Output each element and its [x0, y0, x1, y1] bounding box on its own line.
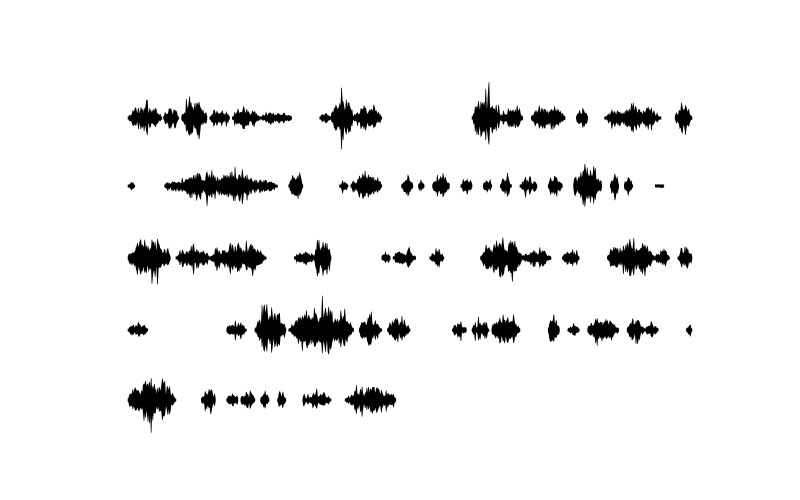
waveform-segment: [471, 316, 490, 341]
waveform-row-4: [127, 295, 693, 355]
waveform-segment: [201, 389, 216, 415]
waveform-segment: [499, 172, 512, 198]
waveform-segment: [519, 176, 538, 198]
waveform-row-2: [127, 163, 665, 207]
waveform-segment: [491, 314, 521, 344]
waveform-segment: [305, 388, 332, 410]
waveform-row-1: [127, 82, 693, 150]
waveform-segment: [358, 311, 383, 347]
waveform-row-5: [127, 377, 397, 433]
waveform-segment: [254, 304, 287, 353]
waveform-segment: [452, 321, 467, 342]
waveform-segment: [587, 318, 619, 346]
waveform-segment: [288, 295, 354, 355]
waveform-segment: [547, 314, 560, 343]
waveform-segment: [499, 105, 524, 128]
waveform-segment: [127, 377, 177, 433]
waveform-segment: [127, 238, 171, 285]
waveform-segment: [350, 170, 383, 199]
waveform-rows: [127, 82, 693, 433]
waveform-row-3: [127, 237, 693, 285]
